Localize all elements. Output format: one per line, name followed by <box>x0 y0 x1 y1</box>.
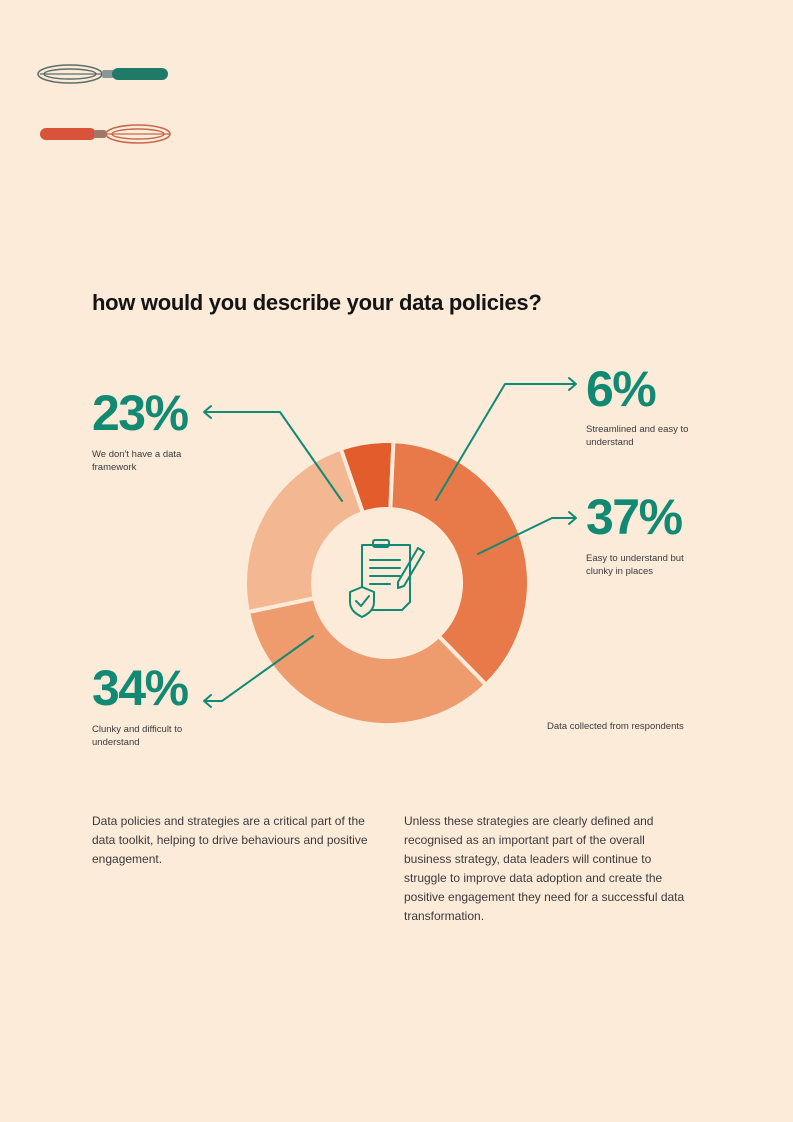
connector-6 <box>435 383 576 501</box>
body-paragraph-2: Unless these strategies are clearly defi… <box>404 814 685 923</box>
value-34-percent: 34% <box>92 660 189 716</box>
green-whisk-icon <box>37 64 168 84</box>
page-title: how would you describe your data policie… <box>92 290 542 315</box>
arrowhead-34 <box>203 694 212 708</box>
data-source-note: Data collected from respondents <box>547 721 684 732</box>
arrowhead-6 <box>568 377 577 391</box>
donut-slice-23 <box>243 446 365 615</box>
arrowhead-37 <box>568 511 577 525</box>
value-37-percent: 37% <box>586 489 683 545</box>
label-easy-but-clunky: Easy to understand but clunky in places <box>586 553 684 577</box>
connector-37 <box>477 517 576 555</box>
connector-23 <box>204 411 343 502</box>
donut-slice-37 <box>388 439 531 687</box>
policy-document-shield-icon <box>349 539 425 618</box>
connector-lines <box>203 377 577 708</box>
donut-chart <box>203 377 577 727</box>
value-23-percent: 23% <box>92 385 189 441</box>
red-whisk-icon <box>40 124 171 144</box>
donut-slice-34 <box>246 596 488 727</box>
arrowhead-23 <box>203 405 212 419</box>
label-streamlined: Streamlined and easy to understand <box>586 424 689 448</box>
label-no-framework: We don't have a data framework <box>92 449 182 473</box>
whisk-icons <box>37 64 171 144</box>
connector-34 <box>204 635 314 702</box>
value-6-percent: 6% <box>586 361 657 417</box>
label-clunky-difficult: Clunky and difficult to understand <box>92 724 183 748</box>
body-paragraph-1: Data policies and strategies are a criti… <box>92 814 368 866</box>
